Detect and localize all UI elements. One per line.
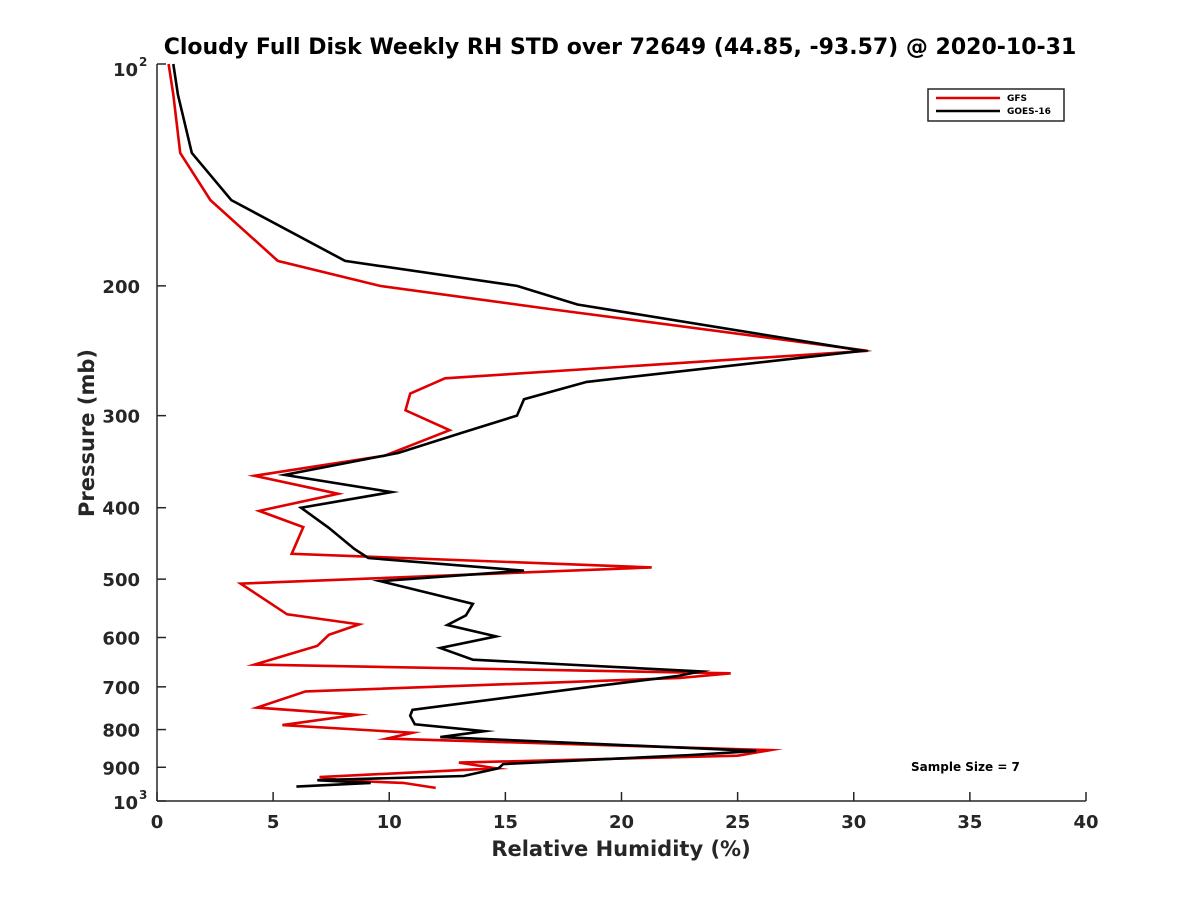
legend-label-gfs: GFS xyxy=(1007,94,1027,104)
legend-label-goes16: GOES-16 xyxy=(1007,107,1051,117)
x-tick-label: 30 xyxy=(841,812,866,833)
y-tick-label: 900 xyxy=(102,758,140,779)
y-tick-label: 300 xyxy=(102,407,140,428)
series-layer xyxy=(167,63,873,790)
x-tick-label: 25 xyxy=(725,812,750,833)
x-tick-label: 5 xyxy=(267,812,280,833)
y-tick-label: 400 xyxy=(102,499,140,520)
chart-title: Cloudy Full Disk Weekly RH STD over 7264… xyxy=(164,35,1077,60)
series-line-goes16 xyxy=(172,63,873,788)
y-tick-label: 800 xyxy=(102,721,140,742)
x-tick-label: 40 xyxy=(1073,812,1098,833)
x-tick-label: 20 xyxy=(609,812,634,833)
series-line-gfs xyxy=(167,63,868,790)
y-tick-label: 200 xyxy=(102,277,140,298)
legend-box xyxy=(927,88,1065,122)
x-tick-label: 15 xyxy=(493,812,518,833)
x-tick-label: 10 xyxy=(377,812,402,833)
sample-size-annotation: Sample Size = 7 xyxy=(911,760,1020,774)
y-tick-label-bottom-exp: 3 xyxy=(139,788,147,802)
y-tick-label-top-base: 10 xyxy=(113,60,138,81)
y-tick-label-bottom-base: 10 xyxy=(113,793,138,814)
y-tick-label: 700 xyxy=(102,678,140,699)
x-axis-ticks: 0 5 10 15 20 25 30 35 40 xyxy=(151,792,1099,833)
y-end-label-bottom: 10 3 xyxy=(113,788,147,814)
x-tick-label: 35 xyxy=(957,812,982,833)
x-axis-label: Relative Humidity (%) xyxy=(491,837,750,861)
plot-area xyxy=(156,63,1086,802)
legend: GFS GOES-16 xyxy=(927,88,1065,122)
y-axis-label: Pressure (mb) xyxy=(75,349,99,517)
y-end-label-top: 10 2 xyxy=(113,55,147,81)
y-axis-ticks: 200 300 400 500 600 700 800 900 xyxy=(102,63,166,802)
y-tick-label-top-exp: 2 xyxy=(139,55,147,69)
x-tick-label: 0 xyxy=(151,812,164,833)
y-tick-label: 600 xyxy=(102,628,140,649)
y-tick-label: 500 xyxy=(102,570,140,591)
